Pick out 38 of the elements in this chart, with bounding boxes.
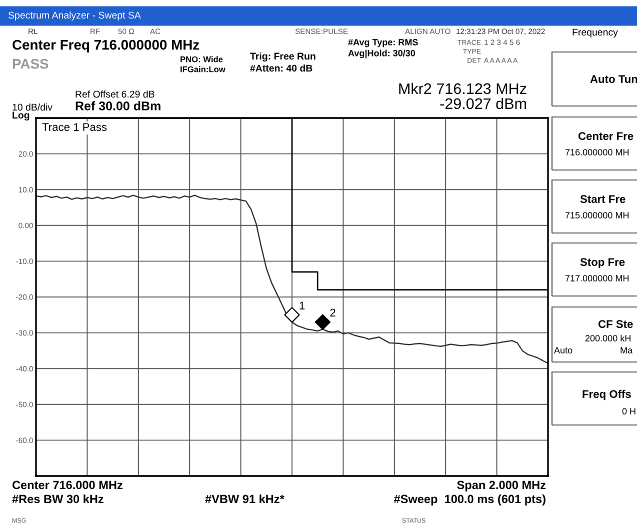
text: #VBW 91 kHz* (205, 494, 284, 504)
text: 717.000000 MH (565, 275, 629, 282)
text: CF Ste (598, 320, 633, 328)
text: -29.027 dBm (440, 98, 526, 110)
text: Ref Offset 6.29 dB (76, 90, 154, 98)
annotation: Trace 1 Pass (42, 123, 107, 131)
text: Frequency (572, 28, 618, 38)
text: #Avg Type: RMS (348, 38, 418, 48)
text: Trig: Free Run (250, 52, 316, 62)
chart-title: Spectrum Analyzer - Swept SA (8, 11, 141, 21)
text: #Res BW 30 kHz (12, 494, 104, 504)
text: #Sweep 100.0 ms (601 pts) (394, 494, 546, 506)
text: Span 2.000 MHz (457, 480, 546, 492)
text: PNO: Wide (180, 56, 223, 62)
text: Ref 30.00 dBm (76, 101, 160, 110)
text: Freq Offs (582, 390, 631, 400)
text: Auto Tun (590, 75, 637, 83)
line-series (36, 194, 548, 364)
text: IFGain:Low (180, 66, 226, 72)
text: Avg|Hold: 30/30 (348, 50, 416, 58)
text: #Atten: 40 dB (250, 64, 312, 72)
text: Stop Fre (580, 258, 625, 268)
text: Center Fre (578, 132, 634, 140)
series-label: 1 (300, 302, 305, 310)
text: Center 716.000 MHz (12, 480, 122, 490)
text: Center Freq 716.000000 MHz (12, 40, 200, 52)
text: Log (12, 112, 30, 121)
text: 0 H (622, 408, 636, 414)
text: 716.000000 MH (565, 149, 629, 156)
text: 10 dB/div (12, 103, 53, 111)
text: Start Fre (580, 195, 626, 203)
text: Mkr2 716.123 MHz (399, 82, 526, 94)
text: Auto (554, 347, 572, 354)
text: 715.000000 MH (565, 212, 629, 218)
text: PASS (12, 58, 48, 69)
text: Ma (620, 347, 633, 354)
text: 200.000 kH (585, 334, 630, 342)
series-label: 2 (330, 308, 336, 317)
